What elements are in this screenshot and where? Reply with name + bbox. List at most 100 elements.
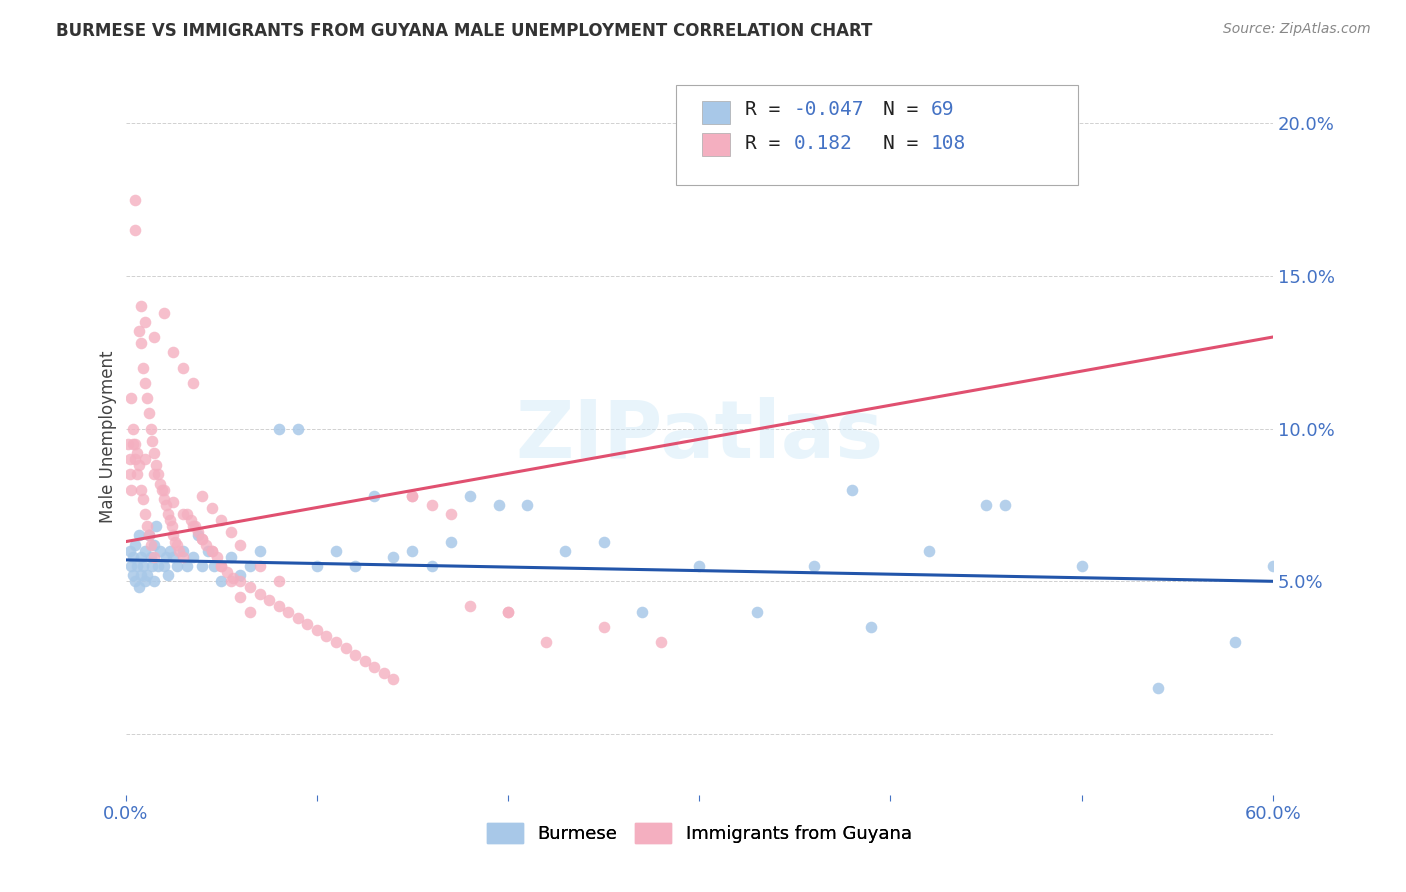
Point xyxy=(688,559,710,574)
Point xyxy=(239,559,262,574)
Point xyxy=(127,559,149,574)
Point xyxy=(129,483,152,497)
Point xyxy=(145,458,167,473)
Point xyxy=(143,538,166,552)
Text: 0.182: 0.182 xyxy=(793,134,852,153)
Point xyxy=(134,376,156,390)
Point xyxy=(120,559,142,574)
Point xyxy=(143,467,166,482)
Point xyxy=(209,574,232,589)
Point xyxy=(127,446,149,460)
Point xyxy=(277,605,299,619)
Point xyxy=(297,617,319,632)
Point xyxy=(141,434,163,448)
Point xyxy=(143,330,166,344)
Point xyxy=(373,665,395,680)
Point xyxy=(344,648,367,662)
Point xyxy=(1147,681,1170,696)
Point xyxy=(458,489,481,503)
Point xyxy=(124,193,146,207)
Point xyxy=(118,467,141,482)
Point xyxy=(129,300,152,314)
Point xyxy=(139,538,162,552)
Point xyxy=(363,489,385,503)
Point xyxy=(994,498,1017,512)
Point xyxy=(305,559,328,574)
Point xyxy=(162,345,184,359)
Point xyxy=(149,476,172,491)
Point xyxy=(153,305,176,319)
Point xyxy=(496,605,519,619)
Point xyxy=(222,571,245,585)
Point xyxy=(918,543,941,558)
Point xyxy=(516,498,538,512)
Point xyxy=(209,559,232,574)
Point xyxy=(162,495,184,509)
Point xyxy=(172,543,194,558)
Point xyxy=(176,559,198,574)
Point xyxy=(267,574,290,589)
Point xyxy=(162,528,184,542)
Point xyxy=(1261,559,1284,574)
Point xyxy=(458,599,481,613)
Point xyxy=(145,519,167,533)
Point xyxy=(363,660,385,674)
Point xyxy=(156,568,179,582)
Point xyxy=(135,568,157,582)
Point xyxy=(181,549,204,564)
Point xyxy=(803,559,825,574)
Point xyxy=(229,568,252,582)
Point xyxy=(120,391,142,405)
Point xyxy=(165,534,187,549)
Point xyxy=(153,559,176,574)
Point xyxy=(219,549,242,564)
Point xyxy=(267,422,290,436)
Point xyxy=(209,559,232,574)
Point xyxy=(124,574,146,589)
Point xyxy=(207,549,229,564)
Text: Source: ZipAtlas.com: Source: ZipAtlas.com xyxy=(1223,22,1371,37)
FancyBboxPatch shape xyxy=(702,134,730,156)
Point xyxy=(181,519,204,533)
Point xyxy=(153,491,176,506)
Legend: Burmese, Immigrants from Guyana: Burmese, Immigrants from Guyana xyxy=(479,815,920,851)
Point xyxy=(197,543,219,558)
Point xyxy=(167,543,190,558)
Point xyxy=(239,605,262,619)
Point xyxy=(180,513,202,527)
Point xyxy=(166,538,188,552)
Point xyxy=(134,452,156,467)
Point xyxy=(440,507,463,521)
Point xyxy=(122,422,145,436)
Point xyxy=(353,654,375,668)
Point xyxy=(155,549,177,564)
Point xyxy=(134,543,156,558)
Point xyxy=(420,559,443,574)
Point xyxy=(631,605,654,619)
Point xyxy=(156,507,179,521)
Point xyxy=(124,452,146,467)
Point xyxy=(143,446,166,460)
Point xyxy=(124,223,146,237)
Point xyxy=(141,559,163,574)
Point xyxy=(172,360,194,375)
Point xyxy=(267,599,290,613)
Point xyxy=(554,543,576,558)
Point xyxy=(124,437,146,451)
Text: ZIPatlas: ZIPatlas xyxy=(515,397,883,475)
Point xyxy=(201,543,224,558)
Point xyxy=(249,586,271,600)
Point xyxy=(132,491,155,506)
Point xyxy=(860,620,883,634)
Point xyxy=(128,324,150,338)
Point xyxy=(135,391,157,405)
Point xyxy=(187,528,209,542)
Point xyxy=(187,525,209,540)
Point xyxy=(120,483,142,497)
Text: N =: N = xyxy=(883,100,929,120)
Point xyxy=(401,543,423,558)
Point xyxy=(118,543,141,558)
Point xyxy=(139,422,162,436)
Point xyxy=(183,519,205,533)
Point xyxy=(219,574,242,589)
